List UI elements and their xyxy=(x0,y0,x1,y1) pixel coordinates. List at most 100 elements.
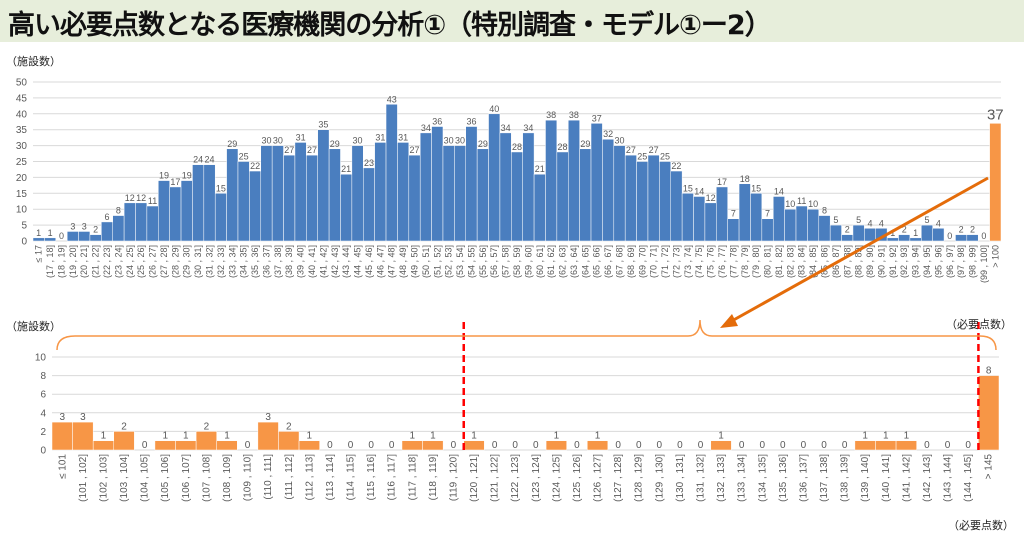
data-label: 21 xyxy=(341,164,351,174)
x-tick-label: (66 , 67] xyxy=(603,245,613,278)
data-label: 0 xyxy=(821,440,827,451)
bar xyxy=(978,375,1000,451)
bar xyxy=(761,218,774,242)
data-label: 11 xyxy=(148,196,157,206)
data-label: 34 xyxy=(523,123,533,133)
bar xyxy=(169,186,182,242)
bar xyxy=(385,104,398,242)
data-label: 4 xyxy=(868,218,873,228)
data-label: 0 xyxy=(533,440,539,451)
x-tick-label: (139 , 140] xyxy=(860,454,871,502)
data-label: 18 xyxy=(740,174,750,184)
x-tick-label: (133 , 134] xyxy=(737,454,748,502)
data-label: 30 xyxy=(455,136,465,146)
x-tick-label: (46 , 47] xyxy=(375,245,385,278)
x-tick-label: (71 , 72] xyxy=(660,245,670,278)
data-label: 8 xyxy=(822,206,827,216)
data-label: 36 xyxy=(432,117,442,127)
bar xyxy=(932,228,945,242)
bar xyxy=(852,224,865,242)
x-tick-label: (51 , 52] xyxy=(432,245,442,278)
bar xyxy=(397,142,410,242)
bar xyxy=(340,173,353,242)
x-tick-label: (89 , 90] xyxy=(865,245,875,278)
x-tick-label: (130 , 131] xyxy=(675,454,686,502)
bar xyxy=(32,237,45,242)
x-tick-label: (45 , 46] xyxy=(364,245,374,278)
x-tick-label: (102 , 103] xyxy=(98,454,109,502)
y-tick-label: 4 xyxy=(40,408,46,419)
bar xyxy=(51,421,73,451)
data-label: 27 xyxy=(649,145,659,155)
data-label: 0 xyxy=(981,231,986,241)
data-label: 1 xyxy=(430,431,436,442)
data-label: 3 xyxy=(60,412,66,423)
x-tick-label: (108 , 109] xyxy=(222,454,233,502)
x-tick-label: (38 , 39] xyxy=(284,245,294,278)
y-tick-label: 8 xyxy=(40,371,46,382)
bar xyxy=(989,123,1002,242)
x-tick-label: (135 , 136] xyxy=(778,454,789,502)
x-tick-label: (28 , 29] xyxy=(170,245,180,278)
y-tick-label: 20 xyxy=(16,173,28,184)
x-tick-label: (119 , 120] xyxy=(448,454,459,501)
x-tick-label: (78 , 79] xyxy=(740,245,750,278)
x-tick-label: (77 , 78] xyxy=(728,245,738,278)
x-tick-label: (57 , 58] xyxy=(501,245,511,278)
x-tick-label: (70 , 71] xyxy=(649,245,659,278)
x-tick-label: (79 , 80] xyxy=(751,245,761,278)
data-label: 1 xyxy=(36,228,41,238)
bar xyxy=(476,148,489,242)
x-tick-label: (43 , 44] xyxy=(341,245,351,278)
y-tick-label: 40 xyxy=(16,109,28,120)
x-tick-label: (117 , 118] xyxy=(407,454,418,501)
data-label: 1 xyxy=(554,431,560,442)
bar xyxy=(260,145,273,242)
bar xyxy=(818,215,831,242)
bar xyxy=(306,154,318,242)
x-tick-label: (101 , 102] xyxy=(78,454,89,502)
data-label: 2 xyxy=(121,421,127,432)
data-label: 0 xyxy=(698,440,704,451)
data-label: 28 xyxy=(512,142,522,152)
bar xyxy=(283,154,296,242)
bar xyxy=(693,196,706,242)
bar xyxy=(203,164,216,242)
data-label: 0 xyxy=(368,440,374,451)
data-label: 0 xyxy=(142,440,148,451)
title-bar: 高い必要点数となる医療機関の分析①（特別調査・モデル①ー2） xyxy=(0,0,1024,42)
data-label: 15 xyxy=(683,183,693,193)
bar xyxy=(112,215,125,242)
data-label: 14 xyxy=(774,186,784,196)
x-tick-label: (64 , 65] xyxy=(580,245,590,278)
x-tick-label: (47 , 48] xyxy=(387,245,397,278)
x-tick-label: (61 , 62] xyxy=(546,245,556,278)
y-tick-label: 50 xyxy=(16,78,28,89)
bar xyxy=(522,132,535,242)
bar xyxy=(864,228,876,242)
data-label: 29 xyxy=(580,139,590,149)
x-tick-label: (37 , 38] xyxy=(273,245,283,278)
bar xyxy=(567,119,580,242)
data-label: 1 xyxy=(883,431,889,442)
data-label: 36 xyxy=(466,117,476,127)
bar xyxy=(89,234,102,242)
x-tick-label: (41 , 42] xyxy=(318,245,328,278)
x-tick-label: (124 , 125] xyxy=(551,454,562,502)
x-tick-label: (44 , 45] xyxy=(353,245,363,278)
x-tick-label: (113 , 114] xyxy=(325,454,336,501)
x-tick-label: (112 , 113] xyxy=(304,454,315,501)
data-label: 10 xyxy=(785,199,795,209)
data-label: 31 xyxy=(296,132,306,142)
x-tick-label: (120 , 121] xyxy=(469,454,480,502)
bar xyxy=(317,129,330,242)
data-label: 0 xyxy=(574,440,580,451)
bar xyxy=(738,183,751,242)
bar xyxy=(431,126,444,242)
x-tick-label: (82 , 83] xyxy=(785,245,795,278)
x-tick-label: (134 , 135] xyxy=(757,454,768,502)
x-tick-label: (143 , 144] xyxy=(943,454,954,502)
arrow-line xyxy=(729,176,989,324)
data-label: 1 xyxy=(595,431,601,442)
